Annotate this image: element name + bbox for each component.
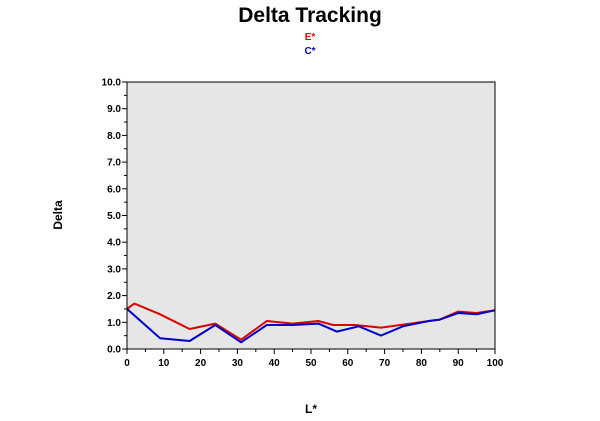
plot-frame <box>126 81 496 350</box>
legend-entry-c-star: C* <box>304 46 316 57</box>
x-axis-label: L* <box>305 402 317 416</box>
x-tick-label: 80 <box>416 358 428 369</box>
x-tick-label: 20 <box>195 358 207 369</box>
y-tick-label: 7.0 <box>107 158 121 169</box>
y-tick-label: 8.0 <box>107 131 121 142</box>
x-tick-label: 10 <box>158 358 170 369</box>
plot-background <box>126 81 496 350</box>
y-tick-label: 0.0 <box>107 345 121 356</box>
chart-title: Delta Tracking <box>238 4 382 27</box>
x-tick-label: 0 <box>124 358 130 369</box>
x-tick-label: 90 <box>453 358 465 369</box>
y-tick-label: 4.0 <box>107 238 121 249</box>
y-tick-label: 5.0 <box>107 211 121 222</box>
series-line-c-star <box>126 308 496 344</box>
y-tick-label: 9.0 <box>107 104 121 115</box>
x-tick-label: 40 <box>269 358 281 369</box>
x-tick-label: 70 <box>379 358 391 369</box>
y-tick-label: 2.0 <box>107 291 121 302</box>
y-tick-label: 6.0 <box>107 184 121 195</box>
x-tick-label: 30 <box>232 358 244 369</box>
y-tick-label: 1.0 <box>107 318 121 329</box>
x-tick-label: 50 <box>305 358 317 369</box>
y-tick-label: 3.0 <box>107 264 121 275</box>
x-tick-label: 60 <box>342 358 354 369</box>
x-tick-label: 100 <box>487 358 504 369</box>
legend-entry-e-star: E* <box>304 32 316 43</box>
legend: E* C* <box>0 31 600 59</box>
y-tick-label: 10.0 <box>102 78 122 89</box>
